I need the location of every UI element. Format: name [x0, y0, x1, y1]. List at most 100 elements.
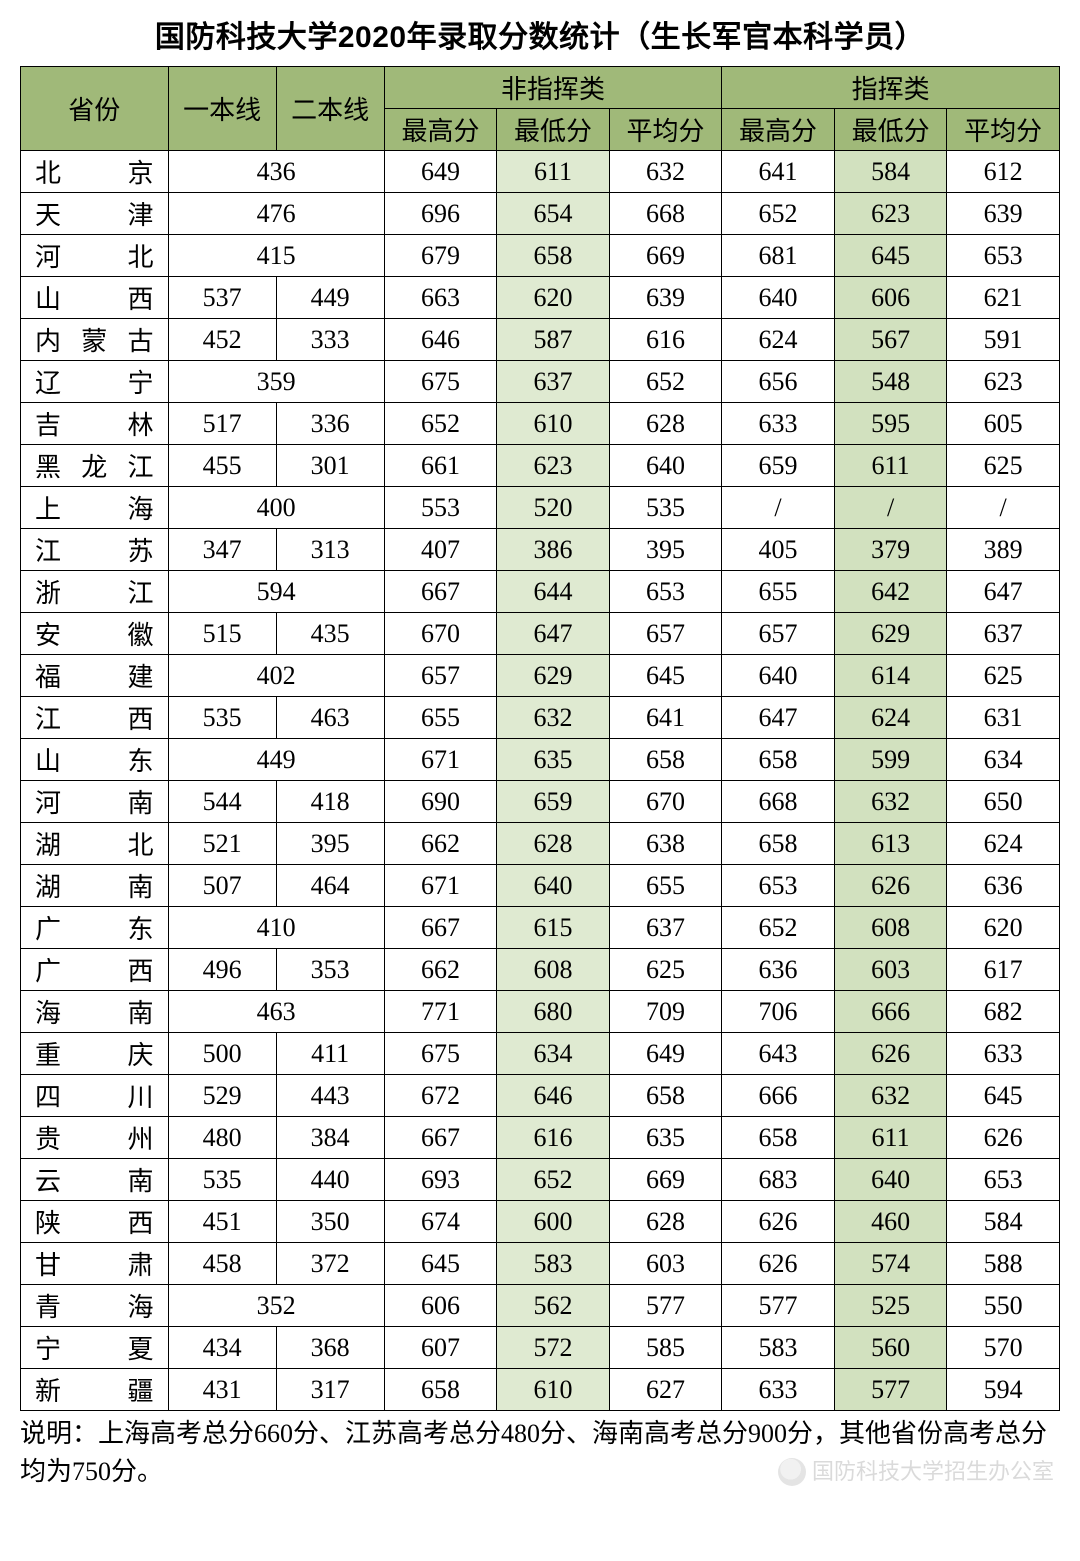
- cell-a-max: 667: [384, 907, 497, 949]
- cell-line2: 336: [276, 403, 384, 445]
- cell-b-avg: 605: [947, 403, 1060, 445]
- cell-b-max: 652: [722, 193, 835, 235]
- cell-a-avg: 535: [609, 487, 722, 529]
- cell-a-max: 771: [384, 991, 497, 1033]
- cell-b-avg: 617: [947, 949, 1060, 991]
- cell-line1: 455: [168, 445, 276, 487]
- cell-line1: 480: [168, 1117, 276, 1159]
- cell-a-max: 662: [384, 949, 497, 991]
- cell-b-max: 655: [722, 571, 835, 613]
- cell-b-min: 548: [834, 361, 947, 403]
- cell-b-avg: 626: [947, 1117, 1060, 1159]
- cell-a-min: 623: [497, 445, 610, 487]
- cell-province: 山 西: [21, 277, 169, 319]
- cell-province: 宁 夏: [21, 1327, 169, 1369]
- cell-a-avg: 603: [609, 1243, 722, 1285]
- cell-b-min: 379: [834, 529, 947, 571]
- cell-b-avg: 650: [947, 781, 1060, 823]
- cell-b-min: 624: [834, 697, 947, 739]
- cell-b-avg: 591: [947, 319, 1060, 361]
- cell-a-avg: 628: [609, 403, 722, 445]
- cell-line2: 333: [276, 319, 384, 361]
- cell-a-avg: 670: [609, 781, 722, 823]
- table-row: 北 京436649611632641584612: [21, 151, 1060, 193]
- cell-a-max: 667: [384, 571, 497, 613]
- table-row: 山 西537449663620639640606621: [21, 277, 1060, 319]
- cell-line1: 458: [168, 1243, 276, 1285]
- cell-a-avg: 635: [609, 1117, 722, 1159]
- cell-province: 黑龙江: [21, 445, 169, 487]
- cell-b-max: 405: [722, 529, 835, 571]
- table-row: 安 徽515435670647657657629637: [21, 613, 1060, 655]
- cell-b-avg: 633: [947, 1033, 1060, 1075]
- th-group-a: 非指挥类: [384, 67, 722, 109]
- cell-line-merged: 410: [168, 907, 384, 949]
- cell-a-avg: 625: [609, 949, 722, 991]
- cell-province: 安 徽: [21, 613, 169, 655]
- table-row: 广 西496353662608625636603617: [21, 949, 1060, 991]
- cell-province: 广 东: [21, 907, 169, 949]
- cell-a-min: 610: [497, 403, 610, 445]
- cell-b-min: 611: [834, 1117, 947, 1159]
- cell-b-min: 606: [834, 277, 947, 319]
- cell-b-max: 666: [722, 1075, 835, 1117]
- cell-b-max: 683: [722, 1159, 835, 1201]
- cell-a-avg: 709: [609, 991, 722, 1033]
- cell-a-avg: 640: [609, 445, 722, 487]
- cell-a-avg: 655: [609, 865, 722, 907]
- th-b-max: 最高分: [722, 109, 835, 151]
- cell-b-avg: 594: [947, 1369, 1060, 1411]
- cell-line-merged: 352: [168, 1285, 384, 1327]
- th-line1: 一本线: [168, 67, 276, 151]
- cell-b-avg: 625: [947, 655, 1060, 697]
- cell-b-min: 629: [834, 613, 947, 655]
- cell-a-max: 655: [384, 697, 497, 739]
- cell-b-min: 567: [834, 319, 947, 361]
- table-row: 海 南463771680709706666682: [21, 991, 1060, 1033]
- cell-b-max: 652: [722, 907, 835, 949]
- table-row: 湖 南507464671640655653626636: [21, 865, 1060, 907]
- cell-a-avg: 616: [609, 319, 722, 361]
- cell-b-max: 626: [722, 1243, 835, 1285]
- cell-b-avg: 634: [947, 739, 1060, 781]
- cell-line2: 395: [276, 823, 384, 865]
- cell-a-min: 635: [497, 739, 610, 781]
- cell-b-max: 656: [722, 361, 835, 403]
- cell-province: 广 西: [21, 949, 169, 991]
- cell-b-min: 525: [834, 1285, 947, 1327]
- cell-b-avg: 620: [947, 907, 1060, 949]
- cell-b-avg: 550: [947, 1285, 1060, 1327]
- cell-province: 内蒙古: [21, 319, 169, 361]
- cell-b-min: 599: [834, 739, 947, 781]
- cell-b-avg: 389: [947, 529, 1060, 571]
- cell-a-avg: 577: [609, 1285, 722, 1327]
- th-province: 省份: [21, 67, 169, 151]
- cell-a-avg: 652: [609, 361, 722, 403]
- cell-a-min: 637: [497, 361, 610, 403]
- cell-province: 河 南: [21, 781, 169, 823]
- cell-line2: 464: [276, 865, 384, 907]
- table-row: 天 津476696654668652623639: [21, 193, 1060, 235]
- cell-a-min: 608: [497, 949, 610, 991]
- cell-line2: 353: [276, 949, 384, 991]
- cell-b-min: 603: [834, 949, 947, 991]
- cell-a-min: 629: [497, 655, 610, 697]
- cell-b-min: 666: [834, 991, 947, 1033]
- cell-line1: 537: [168, 277, 276, 319]
- cell-b-min: 577: [834, 1369, 947, 1411]
- cell-a-avg: 641: [609, 697, 722, 739]
- cell-line1: 496: [168, 949, 276, 991]
- table-row: 湖 北521395662628638658613624: [21, 823, 1060, 865]
- cell-b-min: 611: [834, 445, 947, 487]
- cell-b-avg: /: [947, 487, 1060, 529]
- cell-a-avg: 669: [609, 235, 722, 277]
- th-line2: 二本线: [276, 67, 384, 151]
- cell-province: 北 京: [21, 151, 169, 193]
- cell-b-max: 668: [722, 781, 835, 823]
- cell-line2: 463: [276, 697, 384, 739]
- cell-b-avg: 682: [947, 991, 1060, 1033]
- cell-province: 辽 宁: [21, 361, 169, 403]
- cell-province: 江 西: [21, 697, 169, 739]
- cell-b-min: 640: [834, 1159, 947, 1201]
- th-b-avg: 平均分: [947, 109, 1060, 151]
